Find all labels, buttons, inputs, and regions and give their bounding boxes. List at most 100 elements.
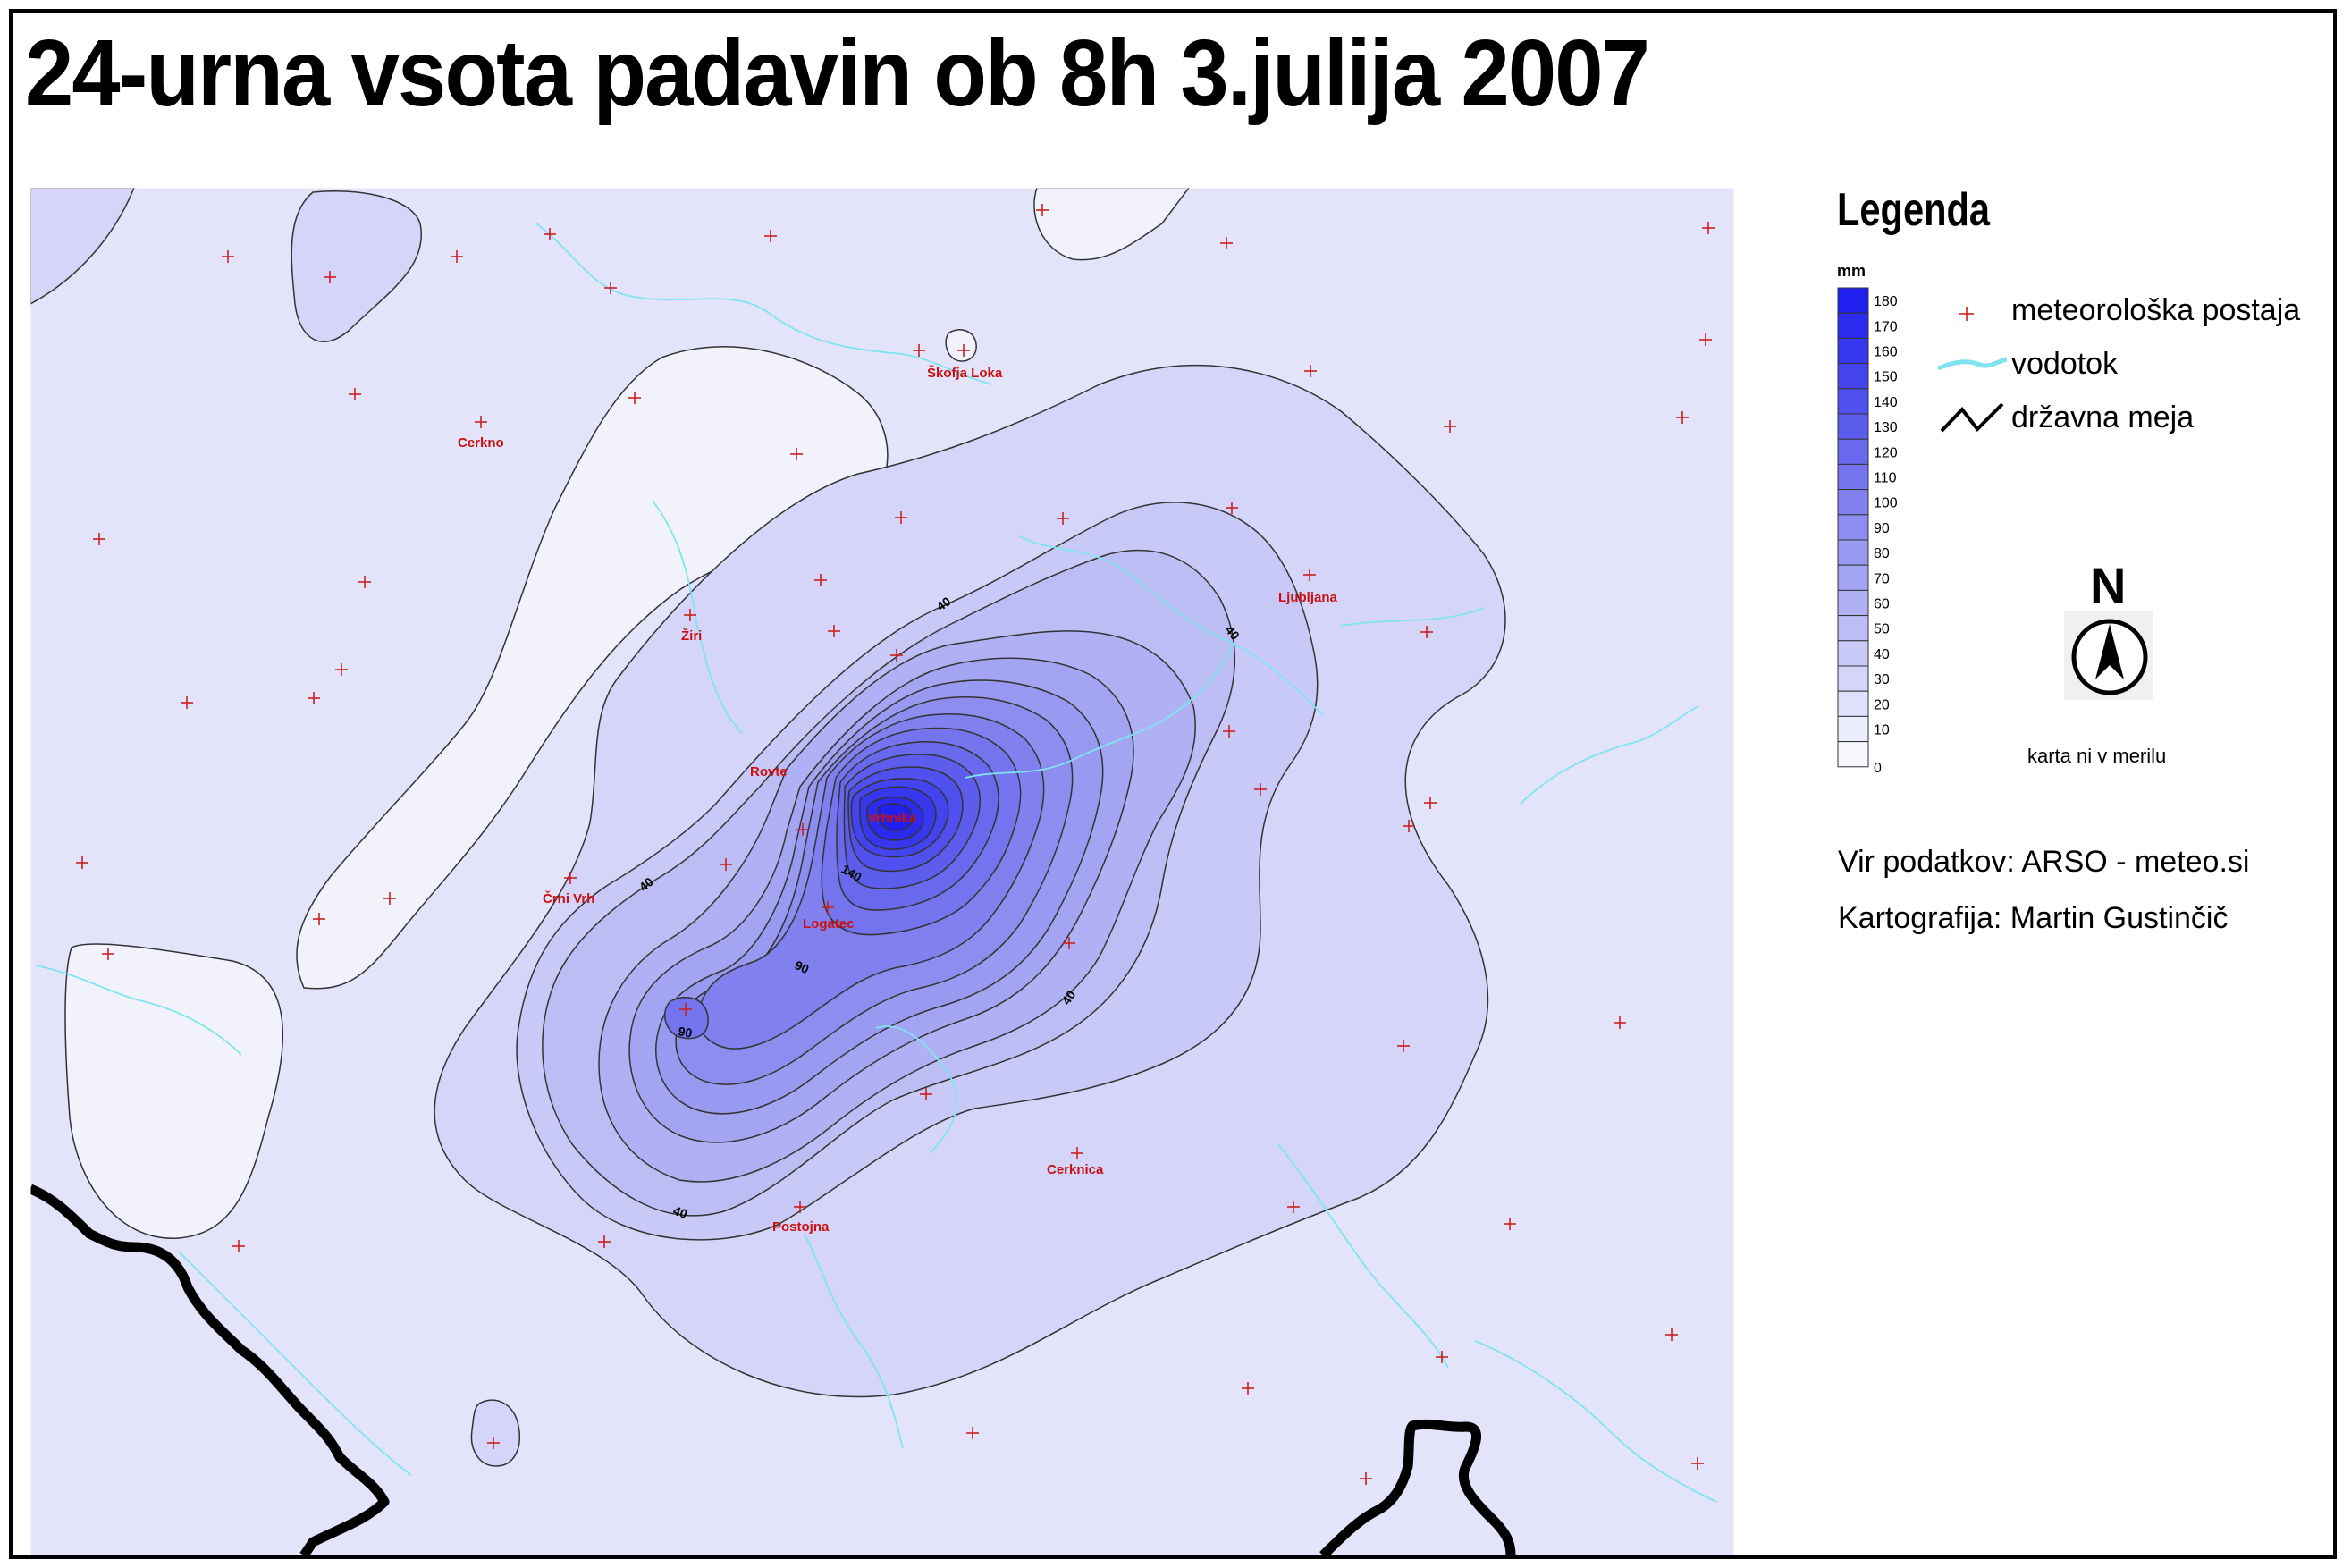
place-label-postojna: Postojna [772, 1219, 830, 1235]
station-marker [349, 388, 361, 400]
station-marker [1226, 502, 1238, 514]
legend-swatch [1837, 640, 1869, 667]
map-frame [9, 9, 2337, 1559]
station-marker [598, 1235, 611, 1248]
station-marker [76, 856, 88, 869]
legend-swatch [1837, 413, 1869, 440]
legend-swatch [1837, 337, 1869, 365]
station-marker [232, 1240, 245, 1252]
station-marker [564, 872, 577, 884]
place-label-skofja-loka: Škofja Loka [927, 365, 1003, 381]
legend-item-station: meteorološka postaja [2011, 293, 2301, 327]
legend-title: Legenda [1837, 184, 1991, 236]
station-marker [1676, 411, 1689, 424]
station-marker [1303, 569, 1316, 581]
legend-tick-label: 120 [1874, 445, 1898, 460]
station-marker [1287, 1201, 1300, 1213]
station-marker [1397, 1040, 1410, 1052]
legend-tick-label: 170 [1874, 319, 1898, 334]
legend-tick-label: 90 [1874, 521, 1890, 536]
north-arrow-icon [2064, 611, 2153, 700]
contour-label: 90 [677, 1024, 693, 1040]
cartography-credit: Kartografija: Martin Gustinčič [1838, 901, 2229, 935]
station-marker [1360, 1472, 1372, 1485]
contour-label: 40 [671, 1203, 689, 1221]
place-label-rovte: Rovte [750, 764, 788, 780]
place-label-cerknica: Cerknica [1047, 1162, 1104, 1177]
contour-label: 90 [793, 957, 812, 976]
station-marker [790, 448, 803, 460]
contour-layer: Škofja Loka Cerkno Žiri Ljubljana Rovte … [30, 188, 1734, 1555]
place-label-vrhnika: Vrhnika [868, 811, 917, 826]
station-marker [679, 1003, 692, 1016]
station-marker [313, 913, 325, 925]
contour-20 [291, 190, 423, 342]
station-markers [76, 204, 1715, 1485]
station-marker [822, 901, 834, 914]
legend-swatch [1837, 741, 1869, 768]
legend-tick-label: 110 [1874, 471, 1897, 486]
legend-item-river: vodotok [2011, 347, 2119, 381]
place-label-logatec: Logatec [803, 916, 855, 932]
legend-tick-label: 80 [1874, 546, 1890, 561]
legend-tick-label: 140 [1874, 395, 1898, 410]
legend-swatch [1837, 589, 1869, 617]
legend-tick-label: 150 [1874, 370, 1898, 385]
station-marker [684, 609, 696, 621]
contour-170 [877, 803, 914, 831]
legend-tick-label: 70 [1874, 571, 1890, 586]
place-label-ljubljana: Ljubljana [1278, 590, 1337, 605]
station-marker [1424, 797, 1437, 809]
legend-tick-label: 10 [1874, 723, 1890, 738]
station-marker [358, 576, 371, 588]
station-marker [1057, 512, 1069, 525]
station-marker [604, 282, 617, 294]
station-marker [181, 696, 193, 709]
river-network [35, 223, 1717, 1503]
station-marker [796, 823, 809, 836]
contour-100-small [663, 997, 709, 1040]
station-marker [308, 692, 320, 704]
station-marker [1304, 365, 1317, 377]
place-label-ziri: Žiri [681, 628, 702, 644]
station-marker [1254, 783, 1267, 796]
station-marker [475, 416, 487, 428]
river-line-icon [1937, 357, 2008, 371]
legend-swatch [1837, 690, 1869, 717]
legend-swatch [1837, 539, 1869, 566]
legend-tick-label: 130 [1874, 420, 1898, 435]
legend-item-border: državna meja [2011, 400, 2195, 434]
station-marker [814, 574, 827, 586]
contour-20 [470, 1399, 520, 1467]
station-marker [628, 392, 641, 404]
station-marker [324, 271, 336, 283]
legend-swatch [1837, 312, 1869, 339]
border-line-icon [1940, 402, 2004, 433]
state-border [30, 1184, 390, 1555]
station-marker [890, 649, 903, 662]
station-marker [1665, 1328, 1678, 1341]
station-marker [487, 1437, 500, 1449]
station-marker [1444, 420, 1456, 433]
legend-tick-label: 0 [1874, 761, 1882, 776]
station-marker [1242, 1382, 1254, 1395]
legend-swatch [1837, 489, 1869, 516]
station-marker [1420, 626, 1433, 638]
station-marker [451, 250, 463, 263]
legend-swatch [1837, 615, 1869, 642]
legend-color-scale: 1801701601501401301201101009080706050403… [1837, 287, 1898, 776]
station-marker [93, 533, 105, 545]
station-marker [1699, 333, 1712, 346]
legend-tick-label: 60 [1874, 597, 1890, 612]
station-marker [957, 344, 970, 357]
legend-swatch [1837, 438, 1869, 465]
legend-swatch [1837, 514, 1869, 541]
station-marker [1220, 237, 1233, 249]
legend-swatch [1837, 363, 1869, 390]
station-marker [1702, 222, 1715, 234]
legend-tick-label: 40 [1874, 647, 1890, 662]
place-label-crni-vrh: Črni Vrh [543, 890, 594, 906]
station-marker [1036, 204, 1049, 216]
